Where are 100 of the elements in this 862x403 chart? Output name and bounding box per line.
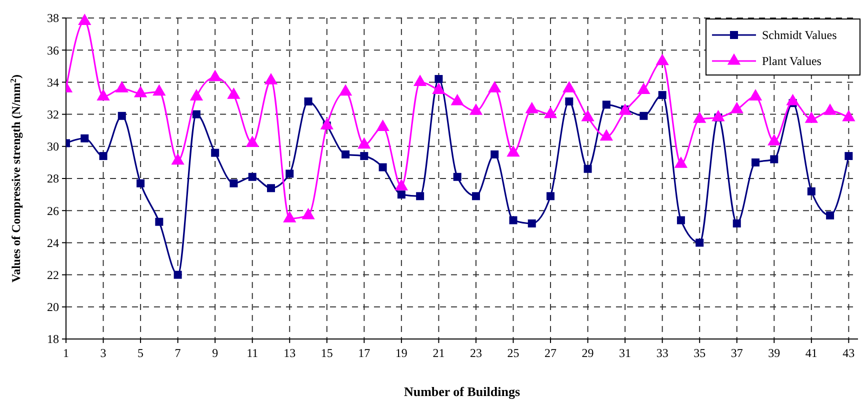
point (118, 112, 126, 120)
point (360, 152, 368, 160)
point (656, 54, 669, 66)
point (376, 120, 390, 131)
point (565, 97, 574, 106)
point (807, 187, 816, 196)
x-tick-label: 27 (544, 346, 557, 360)
point (416, 192, 424, 200)
point (246, 136, 259, 147)
y-tick-label: 20 (47, 300, 59, 314)
point (338, 84, 352, 96)
point (397, 190, 406, 199)
point (227, 87, 240, 99)
point (96, 89, 110, 100)
legend-label: Schmidt Values (762, 28, 838, 42)
point (211, 148, 220, 157)
point (171, 153, 184, 165)
point (528, 219, 536, 228)
point (768, 134, 781, 146)
point (674, 156, 688, 168)
x-tick-label: 15 (320, 346, 333, 360)
point (730, 102, 744, 114)
y-tick-label: 32 (47, 108, 59, 122)
point (770, 155, 778, 164)
x-tick-label: 5 (138, 346, 144, 360)
point (266, 184, 275, 192)
point (358, 137, 371, 149)
point (490, 150, 499, 158)
point (80, 134, 89, 142)
x-tick-label: 11 (246, 346, 258, 360)
y-tick-label: 30 (47, 140, 59, 154)
point (155, 218, 164, 226)
point (826, 211, 834, 220)
point (732, 219, 741, 228)
point (509, 216, 518, 224)
point (453, 172, 462, 181)
x-tick-label: 31 (619, 346, 632, 360)
x-tick-label: 21 (432, 346, 445, 360)
y-tick-label: 28 (47, 172, 59, 186)
x-tick-label: 3 (100, 346, 106, 360)
point (844, 152, 853, 160)
point (823, 103, 837, 115)
y-tick-label: 22 (47, 268, 59, 282)
point (432, 82, 446, 94)
point (637, 82, 650, 94)
point (600, 129, 614, 141)
y-tick-label: 26 (47, 204, 59, 218)
point (152, 84, 166, 96)
point (581, 110, 594, 122)
point (488, 81, 502, 92)
point (506, 145, 520, 157)
point (618, 103, 632, 115)
x-axis-title: Number of Buildings (404, 384, 520, 399)
y-tick-label: 36 (47, 43, 59, 58)
x-tick-label: 13 (284, 346, 296, 360)
point (562, 81, 576, 92)
point (136, 179, 145, 188)
point (378, 163, 387, 172)
x-tick-label: 19 (395, 346, 408, 360)
point (450, 94, 464, 106)
point (544, 106, 558, 118)
point (752, 158, 760, 166)
point (525, 102, 538, 114)
point (472, 192, 480, 200)
y-tick-label: 34 (47, 75, 59, 90)
point (286, 170, 294, 178)
x-tick-label: 1 (63, 346, 69, 360)
point (786, 94, 800, 106)
point (208, 70, 222, 82)
point (693, 112, 706, 123)
y-tick-label: 38 (47, 11, 59, 26)
x-tick-label: 9 (212, 346, 218, 360)
point (712, 110, 725, 122)
x-tick-label: 35 (694, 346, 706, 360)
point (842, 110, 856, 122)
point (676, 216, 685, 224)
x-tick-label: 25 (507, 346, 520, 360)
x-tick-label: 41 (805, 346, 818, 360)
point (584, 164, 592, 173)
y-tick-label: 24 (47, 236, 59, 250)
y-tick-label: 18 (47, 332, 59, 346)
x-tick-label: 33 (656, 346, 668, 360)
point (134, 86, 148, 98)
point (78, 14, 92, 26)
point (115, 81, 128, 92)
point (413, 74, 427, 86)
point (192, 110, 200, 118)
point (320, 118, 334, 130)
point (546, 192, 555, 200)
legend-label: Plant Values (762, 54, 822, 68)
x-tick-label: 17 (358, 346, 370, 360)
point (342, 150, 350, 158)
point (230, 179, 238, 188)
x-tick-label: 29 (582, 346, 594, 360)
x-tick-label: 39 (768, 346, 780, 360)
x-tick-label: 7 (174, 346, 181, 360)
point (696, 238, 704, 247)
x-tick-label: 23 (470, 346, 482, 360)
x-tick-label: 43 (842, 346, 855, 360)
point (748, 89, 762, 100)
